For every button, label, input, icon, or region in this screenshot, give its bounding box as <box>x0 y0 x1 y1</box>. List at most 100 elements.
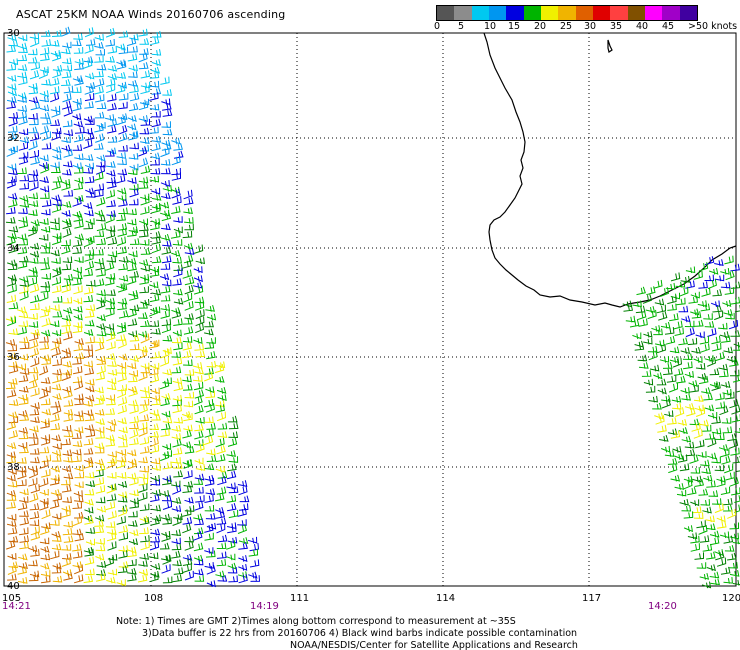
wind-barb <box>95 431 105 439</box>
wind-barb <box>698 281 708 289</box>
wind-barb <box>649 364 660 372</box>
wind-barb <box>83 399 93 407</box>
wind-barb <box>139 218 149 226</box>
wind-barb <box>104 323 115 331</box>
wind-barb <box>149 573 159 583</box>
wind-barb <box>84 44 94 54</box>
wind-barb <box>129 142 139 150</box>
wind-barb <box>117 384 127 392</box>
wind-barb <box>183 459 193 469</box>
wind-barb <box>51 329 62 337</box>
wind-barb <box>30 61 41 71</box>
wind-barb <box>129 343 140 351</box>
wind-barb <box>18 34 28 42</box>
wind-barb <box>149 71 160 79</box>
time-label: 14:21 <box>2 601 31 612</box>
wind-barb <box>74 464 84 472</box>
wind-barb <box>84 286 94 295</box>
wind-barb <box>84 488 95 496</box>
wind-barb <box>96 357 107 365</box>
wind-barb <box>95 418 105 426</box>
wind-barb <box>703 474 713 482</box>
wind-barb <box>6 294 17 303</box>
wind-barb <box>638 318 648 327</box>
wind-barb <box>41 117 52 125</box>
wind-barb <box>61 314 72 322</box>
wind-barb <box>41 357 51 365</box>
wind-barb <box>62 41 72 49</box>
colorbar-seg <box>644 6 663 20</box>
wind-barb <box>6 277 17 287</box>
wind-barb <box>19 200 30 208</box>
wind-barb <box>710 578 720 586</box>
wind-barb <box>63 85 74 94</box>
wind-barb <box>128 226 139 233</box>
wind-barb <box>720 566 731 575</box>
wind-barb <box>30 303 40 311</box>
wind-barb <box>96 289 107 297</box>
wind-barb <box>107 118 117 127</box>
wind-barb <box>50 92 60 103</box>
wind-barb <box>171 457 181 464</box>
wind-barb <box>127 168 138 175</box>
wind-barb <box>140 81 151 89</box>
wind-barb <box>6 235 16 246</box>
wind-barb <box>126 449 137 457</box>
wind-barb <box>214 363 225 374</box>
wind-barb <box>217 471 228 479</box>
wind-barb <box>194 501 204 511</box>
wind-barb <box>162 108 173 117</box>
wind-barb <box>693 356 703 364</box>
wind-barb <box>172 196 182 205</box>
wind-barb <box>692 475 702 483</box>
wind-barb <box>194 430 204 440</box>
wind-barb <box>107 450 117 458</box>
wind-barb <box>690 308 700 316</box>
wind-barb <box>701 581 712 589</box>
wind-barb <box>74 564 84 575</box>
wind-barb <box>151 398 161 406</box>
wind-barb <box>678 427 688 435</box>
wind-barb <box>735 390 740 393</box>
wind-barb <box>679 498 689 506</box>
wind-barb <box>723 535 734 544</box>
wind-barb <box>116 459 126 469</box>
wind-barb <box>50 413 60 422</box>
wind-barb <box>29 519 40 527</box>
wind-barb <box>50 217 60 225</box>
wind-barb <box>82 127 93 135</box>
wind-barb <box>49 477 60 486</box>
wind-barb <box>678 305 689 313</box>
wind-barb <box>73 166 84 174</box>
wind-barb <box>671 395 682 403</box>
wind-barb <box>107 73 118 80</box>
colorbar-seg <box>627 6 645 20</box>
wind-barb <box>74 153 84 161</box>
wind-barb <box>51 127 62 135</box>
wind-barb <box>732 579 740 586</box>
wind-barb <box>171 336 182 344</box>
wind-barb <box>663 367 673 376</box>
wind-barb <box>127 460 137 470</box>
wind-barb <box>733 341 740 348</box>
wind-barb <box>74 393 84 401</box>
wind-barb <box>656 343 667 354</box>
wind-barb <box>227 463 237 472</box>
wind-barb <box>73 343 84 352</box>
colorbar-seg <box>679 6 697 20</box>
wind-barb <box>638 362 649 369</box>
wind-barb <box>696 520 706 529</box>
wind-barb <box>52 175 63 183</box>
wind-barb <box>18 151 29 159</box>
wind-barb <box>74 195 84 202</box>
wind-barb <box>27 226 37 237</box>
wind-barb <box>39 537 50 545</box>
wind-barb <box>105 521 116 528</box>
wind-barb <box>171 205 181 214</box>
wind-barb <box>118 256 129 263</box>
wind-barb <box>194 389 205 399</box>
wind-barb <box>115 334 126 341</box>
wind-barb <box>118 353 128 361</box>
wind-barb <box>117 362 127 369</box>
wind-barb <box>61 47 71 55</box>
